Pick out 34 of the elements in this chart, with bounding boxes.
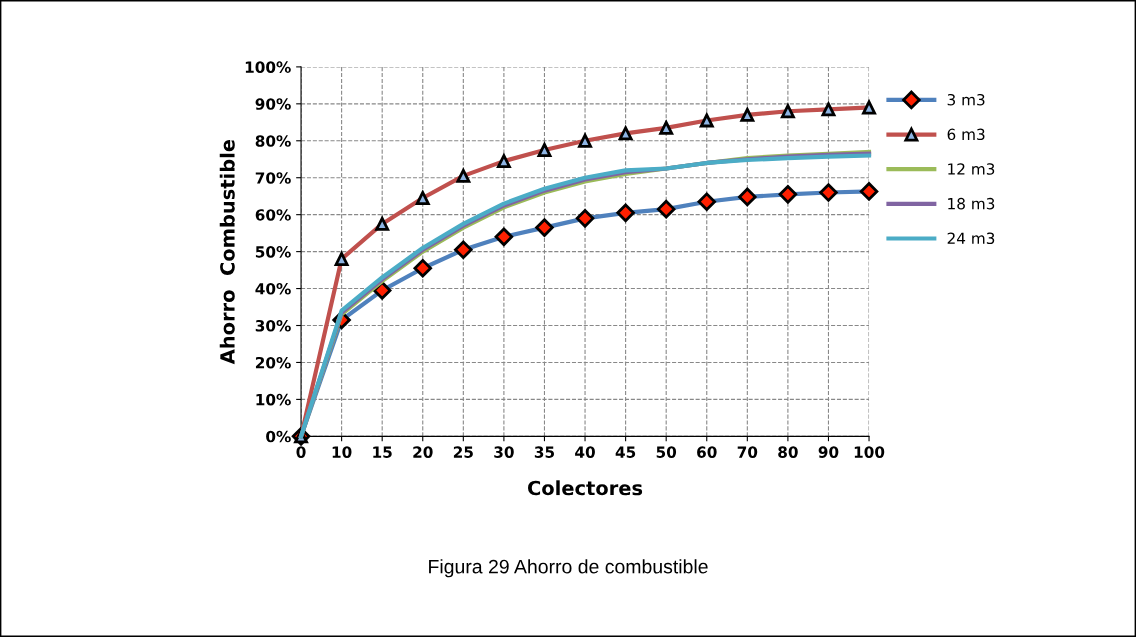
y-tick-label: 80%: [255, 135, 291, 147]
y-tick-label: 100%: [245, 61, 291, 73]
x-tick-label: 80: [778, 446, 798, 458]
x-tick-label: 60: [697, 446, 717, 458]
legend-label: 6 m3: [947, 128, 985, 141]
y-tick-label: 40%: [255, 283, 291, 295]
x-tick-label: 100: [854, 446, 885, 458]
x-tick-label: 40: [575, 446, 595, 458]
legend-label: 12 m3: [948, 163, 995, 175]
y-tick-label: 60%: [255, 209, 291, 221]
x-tick-label: 0: [296, 446, 306, 458]
x-tick-label: 30: [494, 446, 514, 458]
x-tick-label: 15: [373, 446, 392, 458]
text: Figura 29 Ahorro de combustible: [429, 559, 708, 578]
legend-label: 18 m3: [948, 197, 995, 210]
y-axis-title: Ahorro Combustible: [219, 139, 235, 365]
y-tick-label: 0%: [266, 430, 291, 443]
legend-label: 24 m3: [947, 232, 995, 245]
x-tick-label: 20: [413, 446, 433, 458]
x-tick-label: 90: [818, 446, 839, 458]
x-tick-label: 35: [534, 446, 555, 458]
x-axis-title: Colectores: [528, 480, 643, 496]
y-tick-label: 90%: [255, 98, 291, 110]
x-tick-label: 10: [332, 446, 352, 458]
x-tick-label: 50: [656, 446, 677, 458]
x-tick-label: 25: [453, 446, 473, 458]
y-tick-label: 10%: [256, 393, 291, 406]
y-tick-label: 20%: [255, 356, 291, 369]
y-tick-label: 70%: [255, 172, 291, 184]
x-tick-label: 45: [615, 446, 636, 458]
y-tick-label: 50%: [255, 246, 291, 258]
x-tick-label: 70: [737, 446, 758, 458]
y-tick-label: 30%: [255, 319, 291, 332]
legend-label: 3 m3: [947, 93, 985, 106]
